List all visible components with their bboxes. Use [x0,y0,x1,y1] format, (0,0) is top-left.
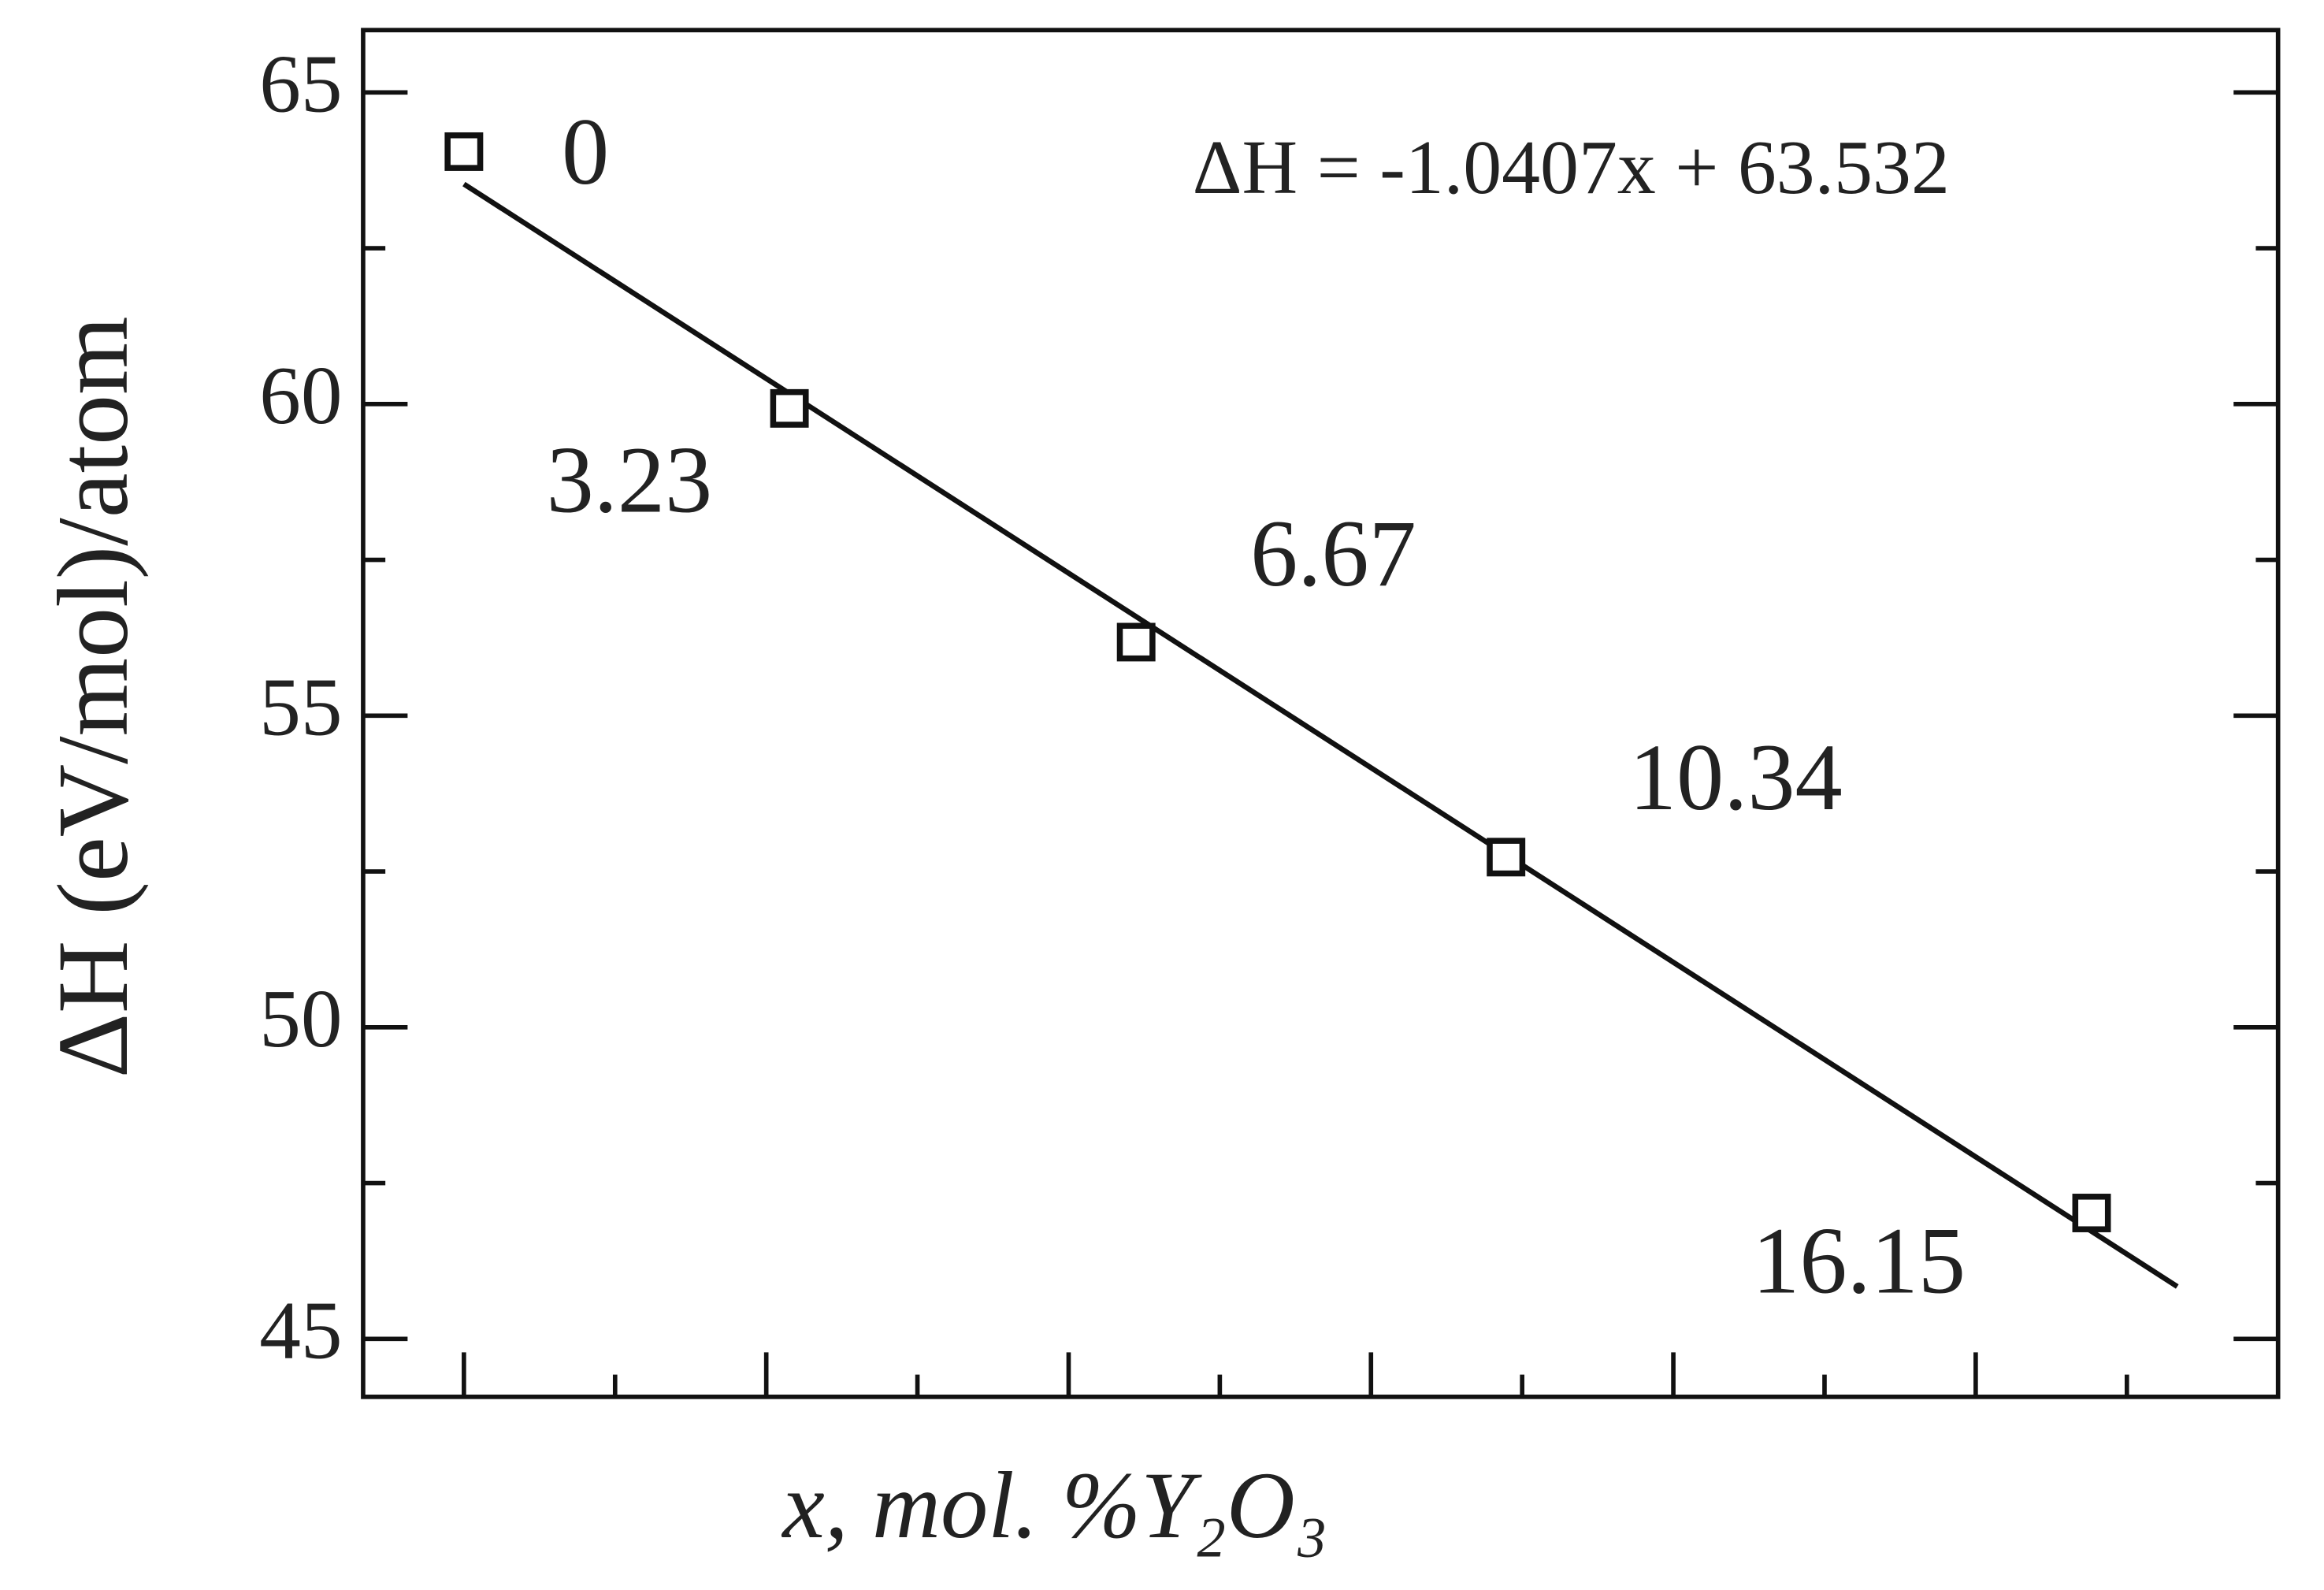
y-tick-label: 50 [259,972,342,1064]
plot-frame [361,28,2281,1399]
y-tick-label: 45 [259,1284,342,1376]
y-tick-label: 55 [259,660,342,752]
data-point [770,388,809,428]
y-tick-label: 60 [259,349,342,441]
data-point [1487,838,1526,877]
point-label: 0 [562,100,609,205]
point-label: 6.67 [1250,502,1416,607]
point-label: 16.15 [1752,1209,1966,1313]
point-label: 10.34 [1629,726,1843,830]
data-point [1116,622,1156,662]
point-label: 3.23 [547,428,713,533]
data-point [444,132,484,171]
y-axis-title: ΔH (eV/mol)/atom [37,316,149,1078]
fit-line [462,181,2179,1289]
fit-equation: ΔH = -1.0407x + 63.532 [1193,125,1950,210]
x-axis-title: x, mol. %Y₂O₃ [781,1454,1327,1558]
data-point [2072,1194,2111,1232]
y-tick-label: 65 [259,37,342,129]
